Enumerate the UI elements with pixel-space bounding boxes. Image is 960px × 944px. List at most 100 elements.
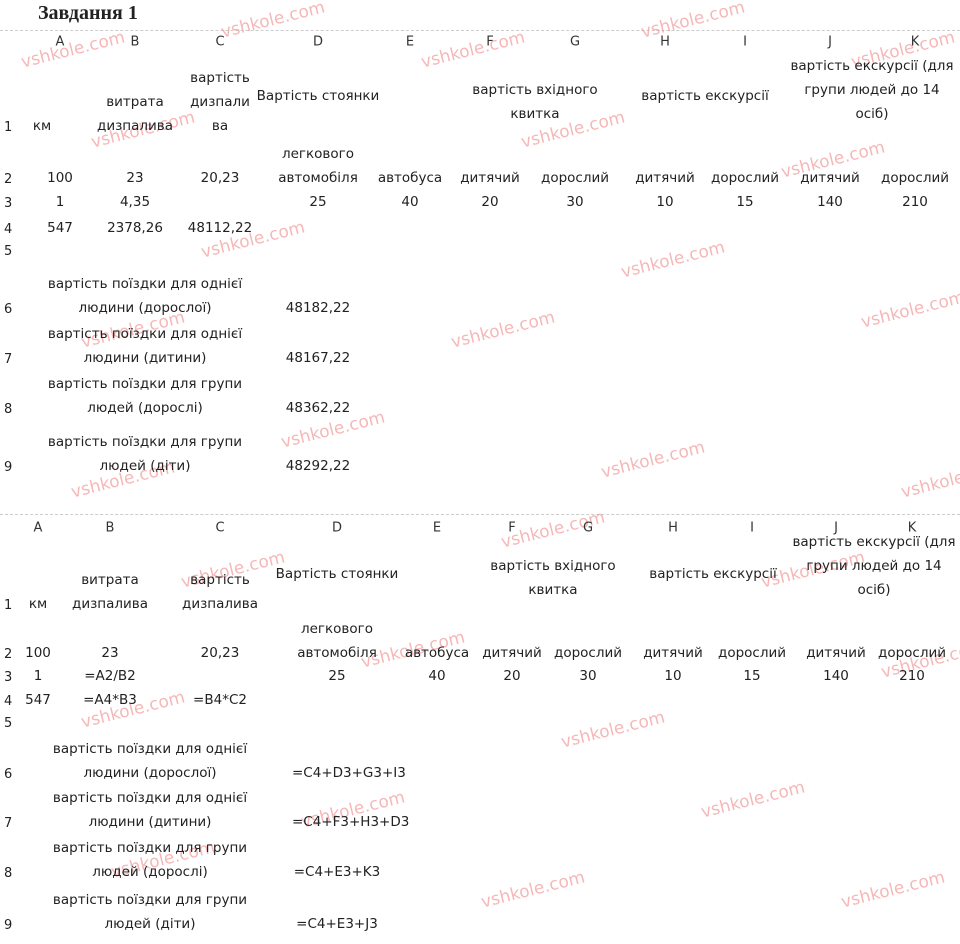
cell: 20,23 xyxy=(200,645,240,661)
cell: 48362,22 xyxy=(285,400,351,416)
row-number: 2 xyxy=(4,647,13,662)
watermark: vshkole.com xyxy=(639,0,748,43)
cell: =B4*C2 xyxy=(193,692,247,708)
cell: дорослий xyxy=(717,645,787,661)
cell: вартість дизпали ва xyxy=(190,70,250,134)
watermark: vshkole.com xyxy=(419,27,528,73)
cell: 100 xyxy=(25,645,51,661)
watermark: vshkole.com xyxy=(449,307,558,353)
column-header: H xyxy=(668,520,678,536)
row-number: 3 xyxy=(4,670,13,685)
column-header: H xyxy=(660,34,670,50)
cell: =A2/B2 xyxy=(84,668,136,684)
cell: Вартість стоянки xyxy=(256,88,380,104)
column-header: I xyxy=(750,520,754,536)
column-header: C xyxy=(215,34,225,50)
column-header: J xyxy=(828,34,832,50)
cell: 25 xyxy=(328,668,346,684)
column-header: D xyxy=(312,34,324,50)
cell: 4,35 xyxy=(119,194,151,210)
row-number: 7 xyxy=(4,352,13,367)
cell: вартість поїздки для однієї людини (доро… xyxy=(52,741,248,781)
row-number: 5 xyxy=(4,716,13,731)
column-header: F xyxy=(486,34,494,50)
cell: 30 xyxy=(566,194,584,210)
cell: км xyxy=(32,118,52,134)
watermark: vshkole.com xyxy=(599,437,708,483)
cell: вартість вхідного квитка xyxy=(472,82,598,122)
cell: 40 xyxy=(428,668,446,684)
column-header: K xyxy=(907,520,917,536)
cell: 20 xyxy=(503,668,521,684)
cell: 25 xyxy=(309,194,327,210)
cell: вартість поїздки для групи людей (діти) xyxy=(52,892,248,932)
row-number: 9 xyxy=(4,918,13,933)
row-number: 2 xyxy=(4,172,13,187)
column-header: D xyxy=(331,520,343,536)
column-header: J xyxy=(834,520,838,536)
cell: вартість екскурсії xyxy=(641,88,769,104)
cell: дорослий xyxy=(880,170,950,186)
cell: дитячий xyxy=(482,645,542,661)
watermark: vshkole.com xyxy=(19,27,128,73)
column-header: B xyxy=(130,34,140,50)
cell: дорослий xyxy=(553,645,623,661)
cell: =A4*B3 xyxy=(83,692,137,708)
cell: дитячий xyxy=(635,170,695,186)
cell: 1 xyxy=(33,668,43,684)
cell: 48292,22 xyxy=(285,458,351,474)
row-number: 7 xyxy=(4,816,13,831)
cell: 23 xyxy=(126,170,144,186)
watermark: vshkole.com xyxy=(559,707,668,753)
separator xyxy=(0,30,960,31)
cell: вартість поїздки для групи людей (доросл… xyxy=(52,840,248,880)
column-header: G xyxy=(569,34,581,50)
cell: вартість дизпалива xyxy=(181,572,259,612)
cell: 210 xyxy=(902,194,928,210)
column-header: I xyxy=(743,34,747,50)
cell: 15 xyxy=(743,668,761,684)
cell: 48167,22 xyxy=(285,350,351,366)
cell: Вартість стоянки xyxy=(275,566,399,582)
cell: витрата дизпалива xyxy=(96,94,174,134)
watermark: vshkole.com xyxy=(219,0,328,43)
cell: вартість поїздки для однієї людини (дити… xyxy=(47,326,243,366)
cell: вартість екскурсії xyxy=(649,566,777,582)
cell: =C4+E3+K3 xyxy=(293,864,381,880)
cell: 2378,26 xyxy=(107,220,163,236)
cell: автобуса xyxy=(404,645,470,661)
cell: легкового автомобіля xyxy=(278,146,358,186)
cell: автобуса xyxy=(377,170,443,186)
cell: вартість вхідного квитка xyxy=(490,558,616,598)
cell: дорослий xyxy=(710,170,780,186)
row-number: 3 xyxy=(4,196,13,211)
row-number: 5 xyxy=(4,244,13,259)
cell: легкового автомобіля xyxy=(297,621,377,661)
cell: витрата дизпалива xyxy=(71,572,149,612)
cell: вартість поїздки для однієї людини (доро… xyxy=(47,276,243,316)
cell: 23 xyxy=(101,645,119,661)
row-number: 6 xyxy=(4,302,13,317)
row-number: 6 xyxy=(4,767,13,782)
row-number: 1 xyxy=(4,120,13,135)
cell: 10 xyxy=(656,194,674,210)
row-number: 8 xyxy=(4,402,13,417)
cell: вартість екскурсії (для групи людей до 1… xyxy=(792,534,956,598)
cell: =C4+E3+J3 xyxy=(296,916,378,932)
cell: дитячий xyxy=(806,645,866,661)
cell: 547 xyxy=(25,692,51,708)
cell: вартість поїздки для групи людей (доросл… xyxy=(47,376,243,416)
cell: 30 xyxy=(579,668,597,684)
watermark: vshkole.com xyxy=(619,237,728,283)
cell: 48112,22 xyxy=(187,220,253,236)
cell: 20,23 xyxy=(200,170,240,186)
title: Завдання 1 xyxy=(38,2,138,24)
column-header: A xyxy=(33,520,43,536)
row-number: 9 xyxy=(4,460,13,475)
cell: 15 xyxy=(736,194,754,210)
column-header: A xyxy=(55,34,65,50)
column-header: K xyxy=(910,34,920,50)
watermark: vshkole.com xyxy=(899,457,960,503)
row-number: 4 xyxy=(4,222,13,237)
